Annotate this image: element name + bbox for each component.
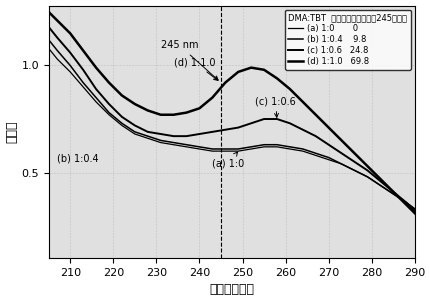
- Text: (d) 1:1.0: (d) 1:1.0: [173, 57, 218, 80]
- Text: 245 nm: 245 nm: [160, 40, 218, 80]
- Text: (b) 1:0.4: (b) 1:0.4: [57, 154, 99, 164]
- Y-axis label: 吸光度: 吸光度: [6, 120, 18, 143]
- Text: (a) 1:0: (a) 1:0: [212, 152, 244, 168]
- Text: (c) 1:0.6: (c) 1:0.6: [255, 96, 295, 117]
- X-axis label: 波长（纳米）: 波长（纳米）: [209, 284, 254, 297]
- Legend: (a) 1:0       0, (b) 1:0.4    9.8, (c) 1:0.6   24.8, (d) 1:1.0   69.8: (a) 1:0 0, (b) 1:0.4 9.8, (c) 1:0.6 24.8…: [284, 10, 410, 70]
